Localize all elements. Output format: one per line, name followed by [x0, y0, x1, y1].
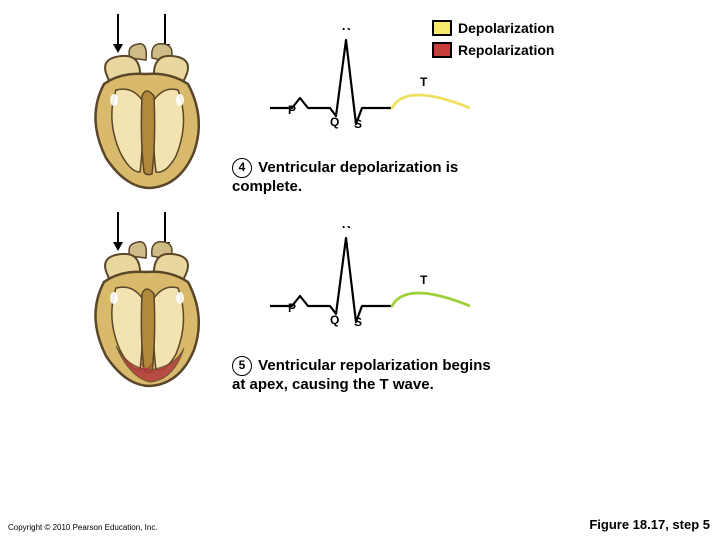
svg-text:Q: Q [330, 115, 339, 129]
copyright-text: Copyright © 2010 Pearson Education, Inc. [8, 523, 158, 532]
caption-step5-line1: Ventricular repolarization begins [258, 357, 491, 374]
ecg-waveform-step5: R P Q S T [270, 226, 470, 341]
heart-diagram-step4 [80, 40, 212, 190]
caption-step5-line2: at apex, causing the T wave. [232, 376, 434, 393]
caption-step4-line1: Ventricular depolarization is [258, 159, 458, 176]
ecg-waveform-step4: R P Q S T [270, 28, 470, 143]
svg-text:Q: Q [330, 313, 339, 327]
caption-step5: 5 Ventricular repolarization begins at a… [232, 356, 491, 395]
heart-diagram-step5 [80, 238, 212, 388]
caption-step4: 4 Ventricular depolarization is complete… [232, 158, 458, 197]
svg-text:R: R [342, 28, 351, 33]
figure-reference: Figure 18.17, step 5 [589, 517, 710, 532]
step-number-5: 5 [232, 356, 252, 376]
svg-text:R: R [342, 226, 351, 231]
svg-text:S: S [354, 117, 362, 131]
svg-text:P: P [288, 301, 296, 315]
svg-text:T: T [420, 273, 428, 287]
svg-text:T: T [420, 75, 428, 89]
svg-text:S: S [354, 315, 362, 329]
svg-text:P: P [288, 103, 296, 117]
step-number-4: 4 [232, 158, 252, 178]
caption-step4-line2: complete. [232, 178, 302, 195]
